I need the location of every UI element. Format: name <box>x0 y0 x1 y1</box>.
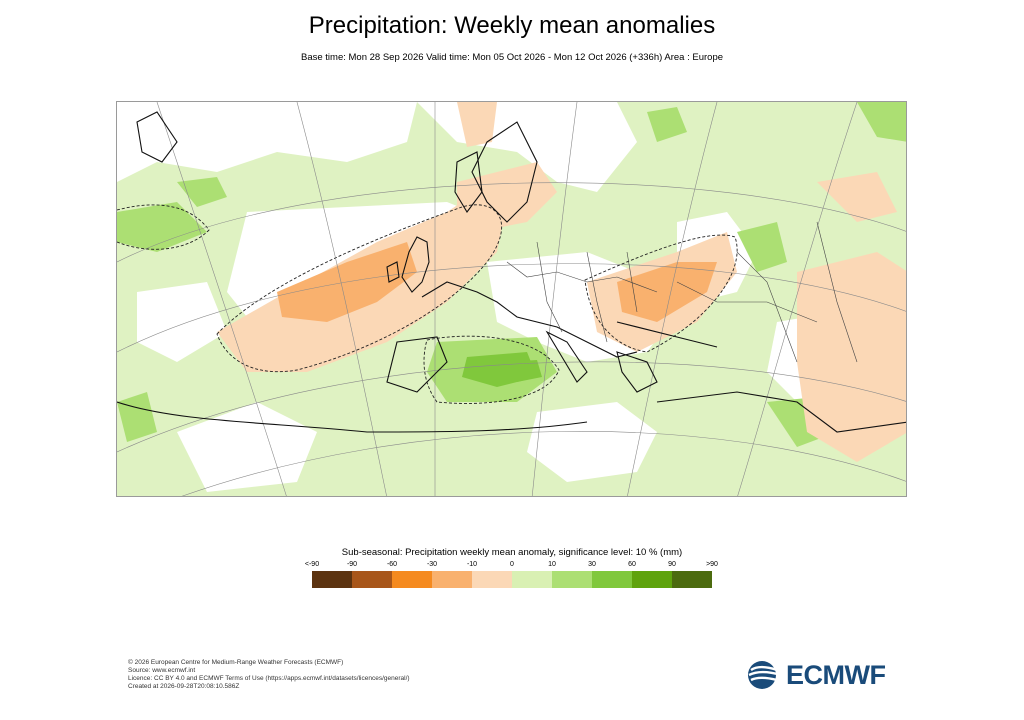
legend-swatch <box>392 571 432 588</box>
footer-created: Created at 2026-09-28T20:08:10.586Z <box>128 683 240 690</box>
legend-tick-label: >90 <box>706 561 718 568</box>
map-canvas <box>117 102 906 496</box>
legend-tick-label: -90 <box>346 561 358 568</box>
legend-tick-label: 30 <box>588 561 596 568</box>
legend-swatch <box>552 571 592 588</box>
legend-title: Sub-seasonal: Precipitation weekly mean … <box>341 547 683 558</box>
legend-tick-label: -30 <box>426 561 438 568</box>
ecmwf-logo-text: ECMWF <box>786 659 886 690</box>
map-title: Precipitation: Weekly mean anomalies <box>308 12 716 39</box>
footer-copyright: © 2026 European Centre for Medium-Range … <box>128 659 344 666</box>
legend-swatch <box>432 571 472 588</box>
ecmwf-logo: ECMWF <box>747 660 899 690</box>
legend-swatch <box>672 571 712 588</box>
legend-swatch <box>312 571 352 588</box>
legend-color-bar <box>312 571 712 588</box>
legend-swatch <box>632 571 672 588</box>
legend-swatch <box>472 571 512 588</box>
legend-tick-label: 60 <box>628 561 636 568</box>
legend-tick-label: 0 <box>510 561 514 568</box>
strong-positive-anomaly-areas <box>462 352 542 387</box>
ecmwf-swirl-icon <box>748 661 782 689</box>
legend-tick-label: -10 <box>466 561 478 568</box>
legend-swatch <box>352 571 392 588</box>
footer-credits: © 2026 European Centre for Medium-Range … <box>128 659 410 691</box>
footer-source: Source: www.ecmwf.int <box>128 667 196 674</box>
legend-tick-label: -60 <box>386 561 398 568</box>
borders <box>506 221 858 363</box>
legend-tick-label: <-90 <box>304 561 320 568</box>
legend-tick-label: 10 <box>548 561 556 568</box>
precipitation-anomaly-map <box>116 101 907 497</box>
map-subtitle: Base time: Mon 28 Sep 2026 Valid time: M… <box>300 52 724 63</box>
legend-swatch <box>592 571 632 588</box>
legend-tick-label: 90 <box>668 561 676 568</box>
legend-ticks: <-90 -90 -60 -30 -10 0 10 30 60 90 >90 <box>292 561 732 571</box>
coastlines <box>117 111 906 433</box>
graticule <box>117 102 906 496</box>
footer-licence: Licence: CC BY 4.0 and ECMWF Terms of Us… <box>128 675 410 682</box>
legend-swatch <box>512 571 552 588</box>
